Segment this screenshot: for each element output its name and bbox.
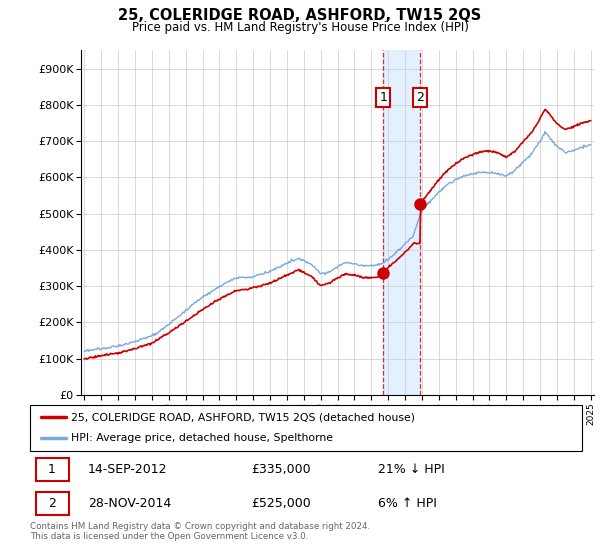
Text: HPI: Average price, detached house, Spelthorne: HPI: Average price, detached house, Spel… (71, 433, 334, 444)
Text: Contains HM Land Registry data © Crown copyright and database right 2024.
This d: Contains HM Land Registry data © Crown c… (30, 522, 370, 542)
FancyBboxPatch shape (35, 492, 68, 515)
Text: 25, COLERIDGE ROAD, ASHFORD, TW15 2QS (detached house): 25, COLERIDGE ROAD, ASHFORD, TW15 2QS (d… (71, 412, 415, 422)
Text: 2: 2 (48, 497, 56, 510)
Text: 1: 1 (48, 463, 56, 476)
Text: 6% ↑ HPI: 6% ↑ HPI (378, 497, 437, 510)
Text: £525,000: £525,000 (251, 497, 311, 510)
Text: 14-SEP-2012: 14-SEP-2012 (88, 463, 167, 476)
Bar (383, 50, 421, 395)
Text: 25, COLERIDGE ROAD, ASHFORD, TW15 2QS: 25, COLERIDGE ROAD, ASHFORD, TW15 2QS (118, 8, 482, 24)
FancyBboxPatch shape (35, 459, 68, 481)
Text: 28-NOV-2014: 28-NOV-2014 (88, 497, 171, 510)
Text: 2: 2 (416, 91, 424, 104)
Text: Price paid vs. HM Land Registry's House Price Index (HPI): Price paid vs. HM Land Registry's House … (131, 21, 469, 34)
Text: £335,000: £335,000 (251, 463, 310, 476)
Text: 21% ↓ HPI: 21% ↓ HPI (378, 463, 445, 476)
Text: 1: 1 (379, 91, 387, 104)
